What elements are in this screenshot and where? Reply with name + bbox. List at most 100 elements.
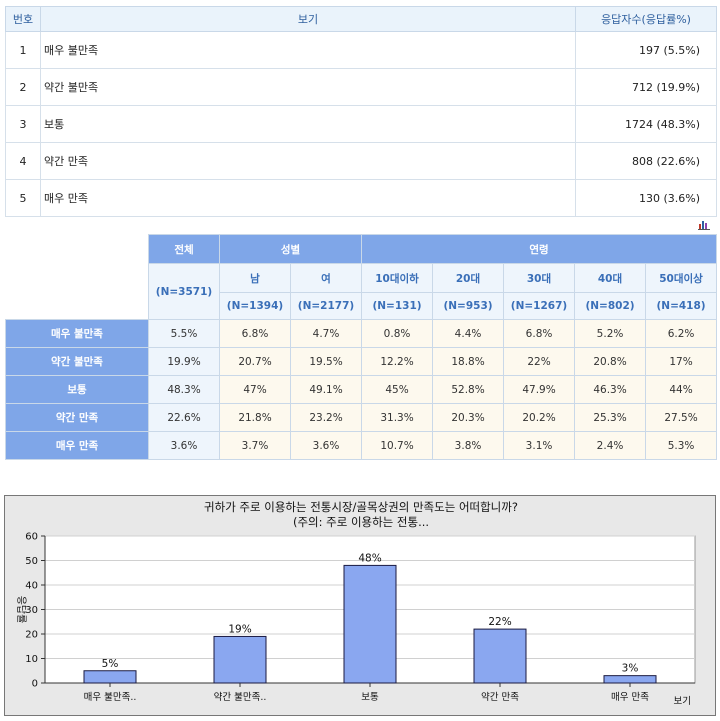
row-number: 2	[5, 68, 41, 106]
crosstab-cell: 19.5%	[289, 347, 363, 376]
crosstab-cell: 6.2%	[645, 319, 718, 348]
table-row: 3 보통 1724 (48.3%)	[5, 105, 717, 143]
crosstab-cell: 27.5%	[645, 403, 718, 432]
y-tick-label: 10	[25, 654, 38, 665]
crosstab-cell: 5.5%	[148, 319, 220, 348]
row-value: 1724 (48.3%)	[575, 105, 717, 143]
bar-value-label: 48%	[358, 552, 381, 564]
row-label: 약간 만족	[40, 142, 576, 180]
header-age: 연령	[361, 234, 718, 264]
bar-chart-icon[interactable]	[698, 220, 710, 230]
row-label: 약간 불만족	[40, 68, 576, 106]
row-label: 매우 불만족	[5, 319, 149, 348]
response-table: 번호 보기 응답자수(응답률%) 1 매우 불만족 197 (5.5%) 2 약간 불만…	[5, 6, 717, 217]
crosstab-cell: 19.9%	[148, 347, 220, 376]
crosstab-cell: 20.2%	[503, 403, 576, 432]
crosstab-row: 보통 48.3% 47% 49.1% 45% 52.8% 47.9% 46.3% 44%	[5, 375, 718, 404]
y-tick-label: 40	[25, 581, 38, 592]
x-axis-label: 보기	[674, 696, 691, 707]
crosstab-cell: 46.3%	[574, 375, 647, 404]
sub-header: 40대	[574, 263, 647, 293]
row-value: 712 (19.9%)	[575, 68, 717, 106]
n-value: (N=1267)	[503, 292, 576, 320]
crosstab-cell: 3.7%	[219, 431, 291, 460]
row-value: 130 (3.6%)	[575, 179, 717, 217]
header-option: 보기	[40, 6, 576, 32]
bar	[603, 675, 657, 684]
header-count: 응답자수(응답률%)	[575, 6, 717, 32]
crosstab-cell: 17%	[645, 347, 718, 376]
x-tick-label: 매우 불만족..	[84, 692, 137, 703]
crosstab-cell: 25.3%	[574, 403, 647, 432]
crosstab-cell: 3.6%	[148, 431, 220, 460]
sub-header: 여	[289, 263, 363, 293]
crosstab-cell: 2.4%	[574, 431, 647, 460]
bar	[213, 635, 267, 684]
bar-chart-svg: 귀하가 주로 이용하는 전통시장/골목상권의 만족도는 어떠합니까?(주의: 주…	[15, 500, 696, 707]
crosstab-cell: 31.3%	[361, 403, 434, 432]
sub-header: 남	[219, 263, 291, 293]
crosstab-cell: 20.7%	[219, 347, 291, 376]
bar	[473, 628, 527, 684]
row-label: 약간 불만족	[5, 347, 149, 376]
row-label: 약간 만족	[5, 403, 149, 432]
crosstab-cell: 44%	[645, 375, 718, 404]
x-tick-label: 약간 불만족..	[214, 691, 267, 703]
crosstab-cell: 20.8%	[574, 347, 647, 376]
bar-value-label: 5%	[102, 658, 119, 670]
crosstab-body: 매우 불만족 5.5% 6.8% 4.7% 0.8% 4.4% 6.8% 5.2% 6.2% 약간…	[5, 319, 718, 460]
row-number: 1	[5, 31, 41, 69]
sub-header: 20대	[432, 263, 505, 293]
row-number: 5	[5, 179, 41, 217]
crosstab-cell: 48.3%	[148, 375, 220, 404]
y-tick-label: 30	[25, 605, 38, 616]
crosstab-cell: 49.1%	[289, 375, 363, 404]
crosstab-row: 매우 만족 3.6% 3.7% 3.6% 10.7% 3.8% 3.1% 2.4% 5.3%	[5, 431, 718, 460]
x-tick-label: 매우 만족	[611, 692, 649, 703]
n-value: (N=418)	[645, 292, 718, 320]
row-value: 808 (22.6%)	[575, 142, 717, 180]
n-total: (N=3571)	[148, 263, 220, 320]
response-table-body: 1 매우 불만족 197 (5.5%) 2 약간 불만족 712 (19.9%) 3 보통 17…	[5, 31, 717, 217]
row-value: 197 (5.5%)	[575, 31, 717, 69]
crosstab-cell: 3.6%	[289, 431, 363, 460]
y-tick-label: 50	[25, 556, 38, 567]
n-value: (N=1394)	[219, 292, 291, 320]
sub-header: 10대이하	[361, 263, 434, 293]
crosstab-cell: 18.8%	[432, 347, 505, 376]
chart-title: 귀하가 주로 이용하는 전통시장/골목상권의 만족도는 어떠합니까?	[204, 500, 518, 514]
bar-value-label: 19%	[228, 623, 251, 635]
crosstab-cell: 5.2%	[574, 319, 647, 348]
crosstab-cell: 12.2%	[361, 347, 434, 376]
bar	[83, 670, 137, 684]
row-label: 매우 만족	[5, 431, 149, 460]
n-value: (N=131)	[361, 292, 434, 320]
crosstab-row: 매우 불만족 5.5% 6.8% 4.7% 0.8% 4.4% 6.8% 5.2% 6.2%	[5, 319, 718, 348]
y-tick-label: 0	[32, 679, 38, 690]
crosstab-row: 약간 불만족 19.9% 20.7% 19.5% 12.2% 18.8% 22% 20.8% 1…	[5, 347, 718, 376]
crosstab-cell: 45%	[361, 375, 434, 404]
crosstab-cell: 22%	[503, 347, 576, 376]
n-value: (N=953)	[432, 292, 505, 320]
bar-chart: 귀하가 주로 이용하는 전통시장/골목상권의 만족도는 어떠합니까? (주의: 주…	[4, 495, 716, 716]
crosstab-cell: 3.1%	[503, 431, 576, 460]
sub-header: 50대이상	[645, 263, 718, 293]
sub-header: 30대	[503, 263, 576, 293]
table-row: 4 약간 만족 808 (22.6%)	[5, 142, 717, 180]
row-number: 3	[5, 105, 41, 143]
crosstab-cell: 23.2%	[289, 403, 363, 432]
crosstab-cell: 5.3%	[645, 431, 718, 460]
table-row: 1 매우 불만족 197 (5.5%)	[5, 31, 717, 69]
crosstab-cell: 10.7%	[361, 431, 434, 460]
chart-subtitle: (주의: 주로 이용하는 전통...	[293, 515, 429, 529]
bar-value-label: 22%	[488, 616, 511, 628]
crosstab-table: 전체 성별 연령 (N=3571) 남 여 10대이하 20대 30대 40대 50대이상 …	[5, 234, 718, 460]
n-value: (N=802)	[574, 292, 647, 320]
row-label: 매우 불만족	[40, 31, 576, 69]
crosstab-cell: 6.8%	[219, 319, 291, 348]
header-total: 전체	[148, 234, 220, 264]
y-tick-label: 60	[25, 532, 38, 543]
crosstab-cell: 6.8%	[503, 319, 576, 348]
row-label: 보통	[40, 105, 576, 143]
x-tick-label: 보통	[361, 692, 379, 703]
